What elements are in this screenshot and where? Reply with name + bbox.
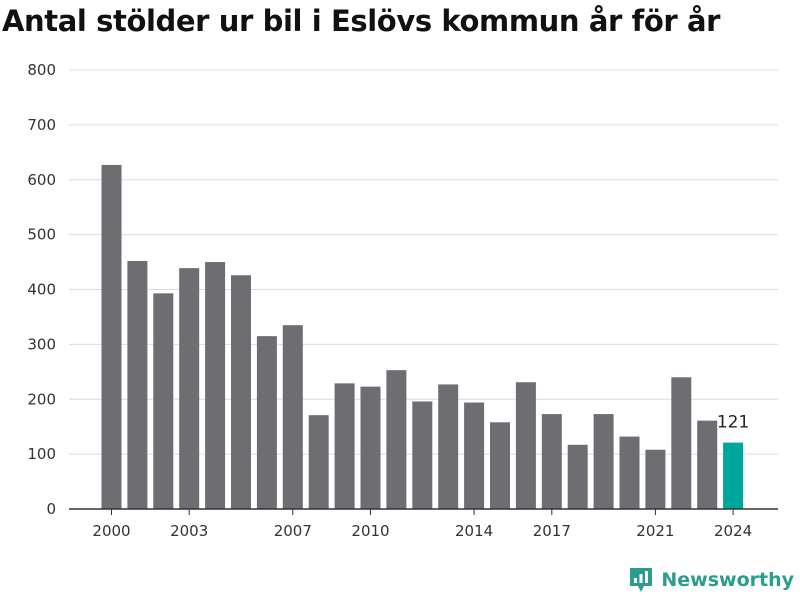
chart-title: Antal stölder ur bil i Eslövs kommun år … xyxy=(2,4,721,38)
x-axis-ticks: 2000 2003 2007 2010 2014 2017 2021 2024 xyxy=(92,509,752,540)
bar-2003 xyxy=(179,268,200,509)
y-tick-label: 300 xyxy=(27,335,56,353)
y-tick-label: 100 xyxy=(27,445,56,463)
bar-2006 xyxy=(256,336,277,509)
x-tick-label: 2014 xyxy=(455,522,493,540)
bar-2011 xyxy=(386,370,407,509)
bar-2012 xyxy=(412,401,433,509)
bar-2024 xyxy=(723,442,744,509)
bar-2023 xyxy=(697,420,718,509)
bar-2002 xyxy=(153,293,174,509)
x-tick-label: 2000 xyxy=(92,522,130,540)
y-tick-label: 500 xyxy=(27,226,56,244)
bar-2014 xyxy=(464,402,485,509)
bar-2008 xyxy=(308,415,329,509)
x-tick-label: 2003 xyxy=(170,522,208,540)
y-tick-label: 700 xyxy=(27,116,56,134)
brand-name: Newsworthy xyxy=(661,569,794,591)
x-tick-label: 2007 xyxy=(274,522,312,540)
bar-2009 xyxy=(334,383,355,509)
y-tick-label: 600 xyxy=(27,171,56,189)
bar-2015 xyxy=(490,422,510,509)
bar-2007 xyxy=(282,325,303,509)
bar-2021 xyxy=(645,449,666,509)
y-tick-label: 400 xyxy=(27,281,56,299)
bar-2013 xyxy=(438,384,459,509)
bar-2022 xyxy=(671,377,692,509)
x-tick-label: 2024 xyxy=(714,522,752,540)
y-axis-ticks: 0 100 200 300 400 500 600 700 800 xyxy=(27,61,56,518)
highlight-value-label: 121 xyxy=(717,413,749,433)
bar-2001 xyxy=(127,260,148,509)
bar-2010 xyxy=(360,386,381,509)
bar-2017 xyxy=(541,414,562,509)
bar-2020 xyxy=(619,436,640,509)
x-tick-label: 2010 xyxy=(351,522,389,540)
bar-2019 xyxy=(593,414,614,509)
bar-2000 xyxy=(101,164,122,509)
bar-2018 xyxy=(567,444,588,509)
brand-logo: Newsworthy xyxy=(628,566,794,594)
bar-2004 xyxy=(205,262,226,509)
y-tick-label: 200 xyxy=(27,390,56,408)
x-tick-label: 2021 xyxy=(636,522,674,540)
bar-2016 xyxy=(515,382,536,509)
y-tick-label: 800 xyxy=(27,61,56,79)
data-labels: 121 xyxy=(717,413,749,433)
newsworthy-logo-icon xyxy=(630,568,653,592)
bars xyxy=(101,164,744,509)
bar-2005 xyxy=(231,275,251,509)
y-tick-label: 0 xyxy=(46,500,56,518)
x-tick-label: 2017 xyxy=(533,522,571,540)
